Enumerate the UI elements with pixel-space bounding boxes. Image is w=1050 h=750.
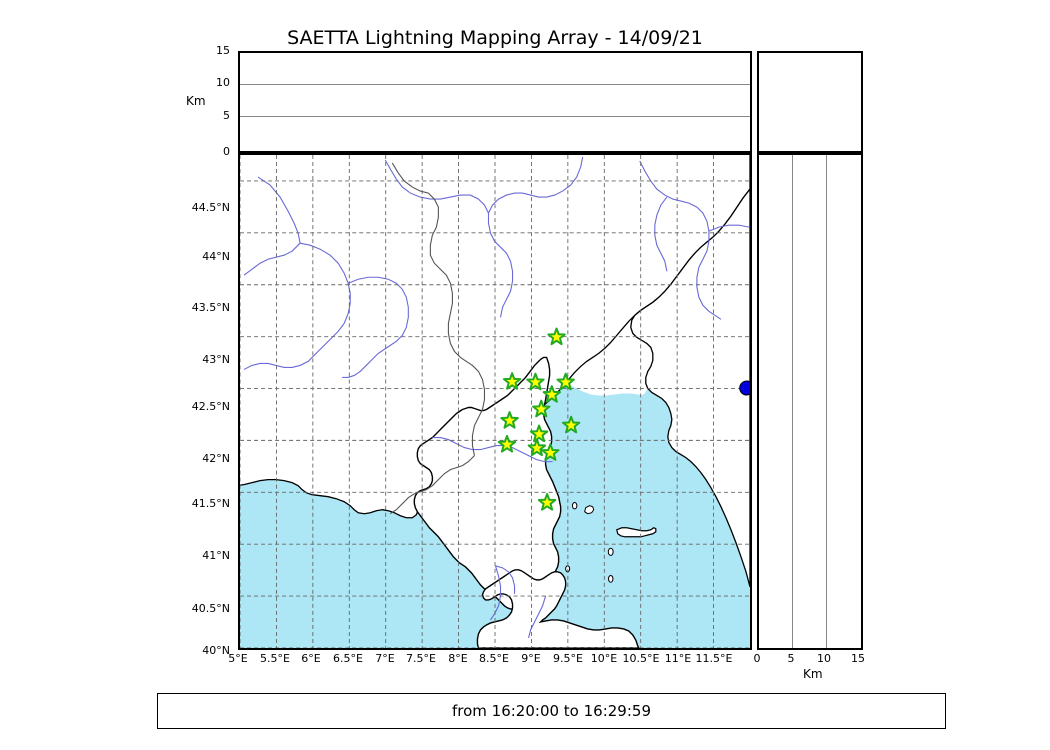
range-tick-15: 15: [851, 652, 865, 665]
longitude-tick-11-5: 11.5°E: [695, 652, 733, 665]
gridline-range-10: [826, 155, 827, 648]
longitude-tick-7-5: 7.5°E: [406, 652, 436, 665]
latitude-tick-44: 44°N: [202, 250, 230, 263]
status-bar[interactable]: from 16:20:00 to 16:29:59: [157, 693, 946, 729]
island-capraia: [607, 547, 614, 556]
range-tick-10: 10: [817, 652, 831, 665]
gridline-alt-5: [240, 116, 750, 117]
latitude-tick-44-5: 44.5°N: [191, 201, 230, 214]
altitude-tick-10: 10: [216, 76, 230, 89]
lightning-source-marker[interactable]: [739, 380, 750, 396]
lma-station-marker[interactable]: [500, 411, 519, 429]
lma-stations-layer[interactable]: [497, 327, 581, 511]
lma-station-marker[interactable]: [526, 372, 545, 391]
range-tick-5: 5: [787, 652, 795, 665]
longitude-tick-7: 7°E: [375, 652, 395, 665]
lma-station-marker[interactable]: [502, 372, 522, 390]
status-text: from 16:20:00 to 16:29:59: [451, 702, 651, 720]
longitude-tick-6-5: 6.5°E: [333, 652, 363, 665]
page-title: SAETTA Lightning Mapping Array - 14/09/2…: [287, 27, 703, 49]
latitude-tick-40-5: 40.5°N: [191, 602, 230, 615]
lma-station-marker[interactable]: [532, 399, 551, 418]
latitude-tick-40: 40°N: [202, 644, 230, 657]
lma-station-marker[interactable]: [537, 493, 557, 511]
longitude-tick-9: 9°E: [521, 652, 541, 665]
borders-layer: [389, 162, 486, 515]
latitude-tick-41: 41°N: [202, 549, 230, 562]
range-tick-0: 0: [753, 652, 761, 665]
landmass-italy-west-coast: [630, 188, 750, 588]
longitude-tick-8-5: 8.5°E: [479, 652, 509, 665]
lma-station-marker[interactable]: [542, 385, 562, 403]
landmass-sardinia: [476, 569, 640, 648]
lightning-sources-layer[interactable]: [739, 380, 750, 396]
altitude-tick-5: 5: [223, 109, 230, 122]
island-montecristo: [608, 574, 614, 583]
landmass-corsica: [413, 356, 562, 620]
longitude-tick-10-5: 10.5°E: [622, 652, 660, 665]
longitude-tick-11: 11°E: [664, 652, 692, 665]
lma-station-marker[interactable]: [561, 415, 581, 434]
latitude-tick-42-5: 42.5°N: [191, 400, 230, 413]
altitude-tick-15: 15: [216, 44, 230, 57]
panel-altitude-vs-longitude[interactable]: [238, 51, 752, 153]
longitude-tick-10: 10°E: [590, 652, 618, 665]
latitude-tick-43-5: 43.5°N: [191, 301, 230, 314]
longitude-tick-6: 6°E: [301, 652, 321, 665]
latitude-tick-43: 43°N: [202, 353, 230, 366]
latitude-tick-42: 42°N: [202, 452, 230, 465]
lma-station-marker[interactable]: [529, 424, 549, 443]
longitude-tick-5: 5°E: [228, 652, 248, 665]
lma-station-marker[interactable]: [541, 443, 560, 461]
map-canvas: [240, 155, 750, 648]
longitude-tick-9-5: 9.5°E: [553, 652, 583, 665]
longitude-tick-5-5: 5.5°E: [260, 652, 290, 665]
lma-station-marker[interactable]: [527, 438, 547, 457]
lma-station-marker[interactable]: [497, 434, 517, 453]
island-gorgona: [571, 502, 578, 510]
altitude-axis-label: Km: [186, 94, 206, 108]
island-capraia-detail: [584, 505, 595, 515]
latitude-tick-41-5: 41.5°N: [191, 497, 230, 510]
map-gridlines: [240, 155, 750, 648]
landmass-elba: [616, 527, 657, 538]
gridline-range-5: [792, 155, 793, 648]
lma-station-marker[interactable]: [556, 372, 575, 391]
panel-map[interactable]: [238, 153, 752, 650]
panel-altitude-histogram[interactable]: [757, 51, 863, 153]
panel-altitude-vs-latitude[interactable]: [757, 153, 863, 650]
lma-station-marker[interactable]: [547, 327, 566, 346]
range-axis-label: Km: [803, 667, 823, 681]
longitude-tick-8: 8°E: [448, 652, 468, 665]
altitude-tick-0: 0: [223, 145, 230, 158]
gridline-alt-10: [240, 84, 750, 85]
